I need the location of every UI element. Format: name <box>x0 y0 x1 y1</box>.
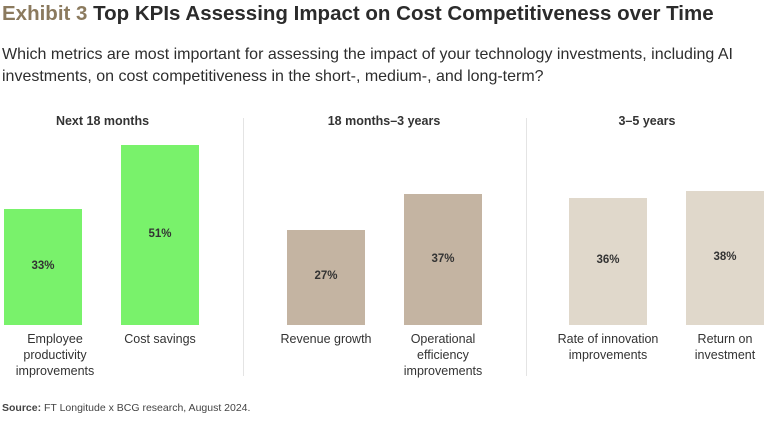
category-label: Revenue growth <box>280 332 372 346</box>
bar <box>287 229 365 325</box>
bar-value-label: 36% <box>596 254 620 267</box>
exhibit-label: Exhibit 3 <box>2 2 88 25</box>
bar <box>404 194 482 325</box>
category-label: Operational efficiency improvements <box>403 332 483 378</box>
bar <box>4 208 82 325</box>
category-label: Employee productivity improvements <box>15 332 95 378</box>
bar-value-label: 37% <box>431 252 455 265</box>
category-label: Return on investment <box>694 332 756 362</box>
bar-value-label: 38% <box>713 250 737 263</box>
panel-header: 3–5 years <box>618 114 676 128</box>
panel-divider <box>526 118 527 376</box>
bar <box>569 197 647 325</box>
category-label: Cost savings <box>124 332 196 346</box>
panel-divider <box>243 118 244 376</box>
chart-title: Exhibit 3 Top KPIs Assessing Impact on C… <box>2 2 714 26</box>
source-label: Source: <box>2 402 42 414</box>
chart-subtitle: Which metrics are most important for ass… <box>2 46 733 85</box>
bar-value-label: 27% <box>314 270 338 283</box>
title-text: Top KPIs Assessing Impact on Cost Compet… <box>93 2 714 25</box>
bar <box>121 145 199 325</box>
bar-value-label: 51% <box>148 228 172 240</box>
bar-value-label: 33% <box>31 259 55 272</box>
category-label: Rate of innovation improvements <box>557 332 659 362</box>
source-text: FT Longitude x BCG research, August 2024… <box>44 402 251 414</box>
panel-header: Next 18 months <box>55 114 150 128</box>
panel-header: 18 months–3 years <box>327 114 441 128</box>
bar <box>686 190 764 325</box>
source-note: Source: FT Longitude x BCG research, Aug… <box>2 402 250 414</box>
